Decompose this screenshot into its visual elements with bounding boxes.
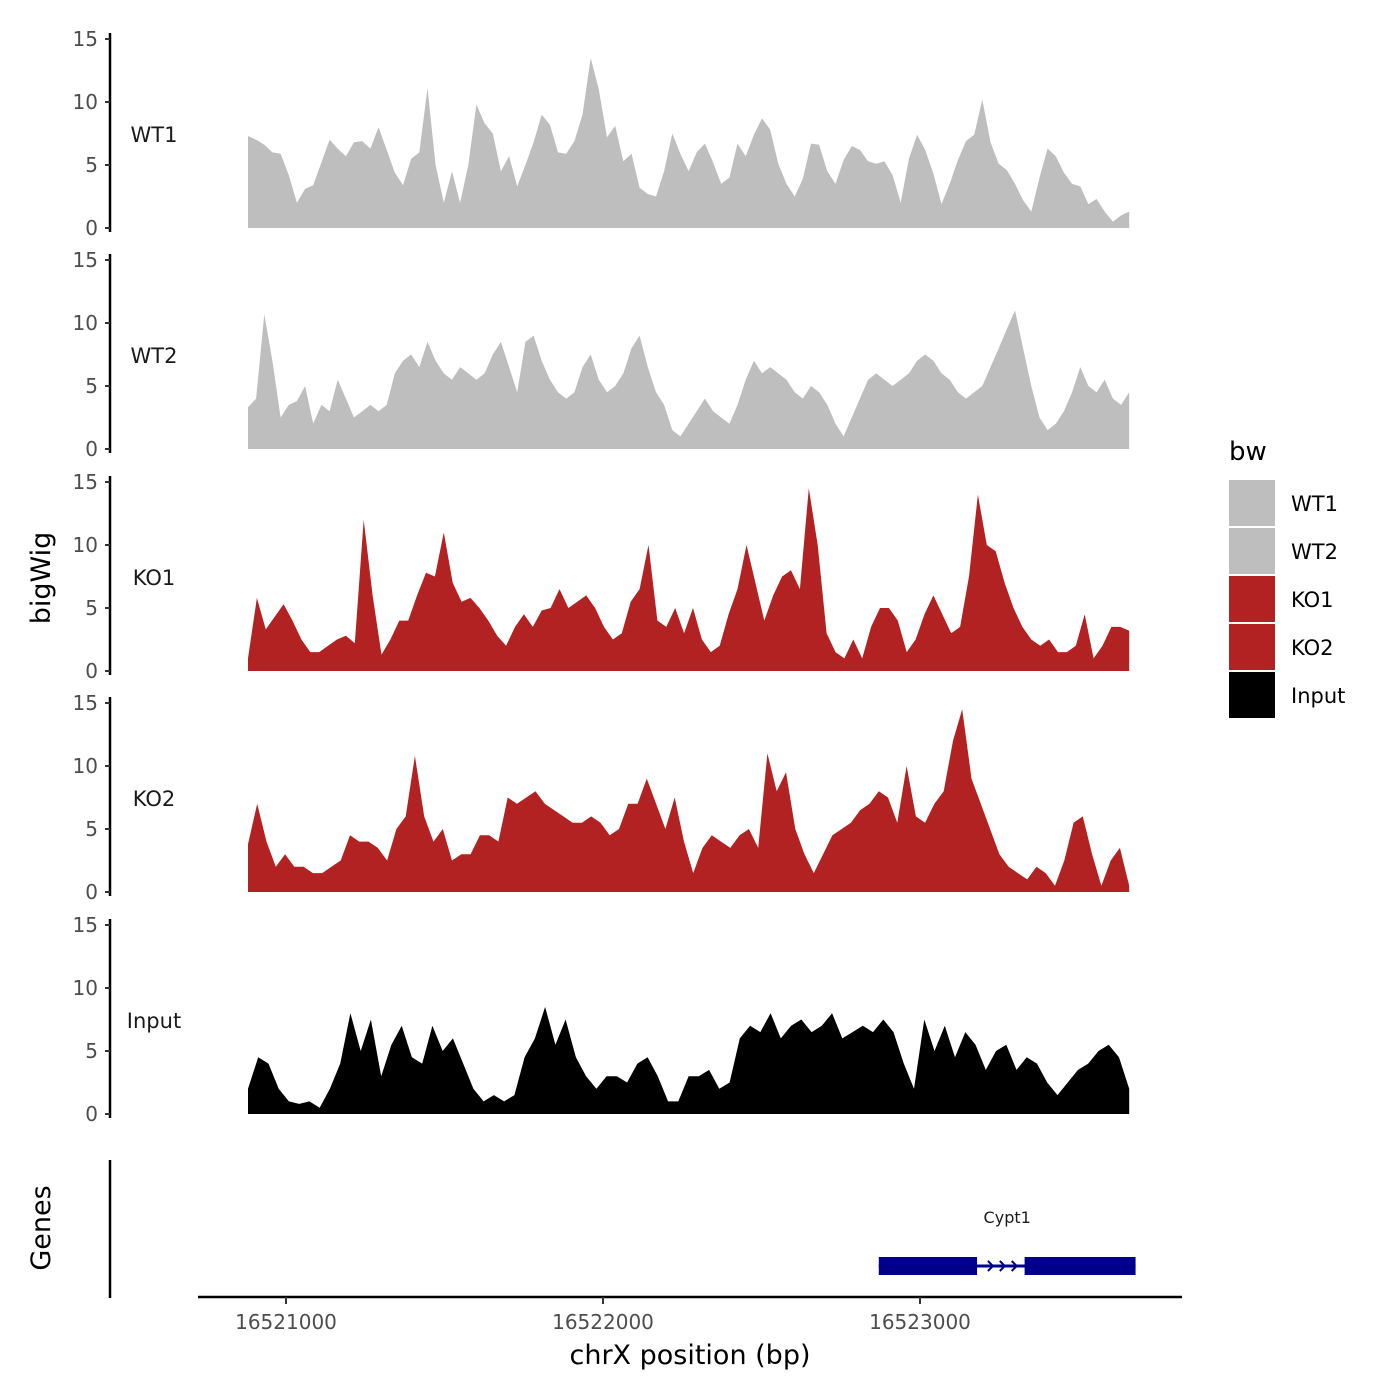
legend: bw WT1 WT2 KO1 KO2 Input xyxy=(1229,437,1345,718)
y-tick-label: 10 xyxy=(73,311,98,335)
y-axis-title: bigWig xyxy=(26,532,57,625)
y-tick-label: 5 xyxy=(85,596,98,620)
y-tick-label: 15 xyxy=(73,27,98,51)
track-label: WT2 xyxy=(131,344,178,368)
x-axis: 16521000 16522000 16523000 xyxy=(198,1295,1182,1334)
legend-key-wt2 xyxy=(1229,528,1275,574)
signal-area-ko2 xyxy=(248,709,1130,892)
signal-area-input xyxy=(248,1006,1130,1114)
strand-arrow xyxy=(1011,1260,1019,1272)
legend-label-ko1: KO1 xyxy=(1291,588,1334,612)
x-axis-title: chrX position (bp) xyxy=(569,1340,810,1371)
track-ko2: 0 5 10 15 KO2 xyxy=(73,691,1130,904)
y-tick-label: 0 xyxy=(85,216,98,240)
gene-panel: Cypt1 xyxy=(108,1160,1136,1298)
y-tick-label: 0 xyxy=(85,880,98,904)
legend-label-ko2: KO2 xyxy=(1291,636,1334,660)
x-tick-label: 16523000 xyxy=(869,1310,971,1334)
track-wt1: 0 5 10 15 WT1 xyxy=(73,27,1130,240)
y-tick-label: 5 xyxy=(85,817,98,841)
genes-panel-title: Genes xyxy=(26,1185,57,1270)
y-tick-label: 15 xyxy=(73,470,98,494)
track-input: 0 5 10 15 Input xyxy=(73,913,1130,1126)
y-tick-label: 0 xyxy=(85,659,98,683)
track-ko1: 0 5 10 15 KO1 xyxy=(73,470,1130,683)
track-wt2: 0 5 10 15 WT2 xyxy=(73,248,1130,461)
y-tick-label: 15 xyxy=(73,691,98,715)
signal-area-wt1 xyxy=(248,57,1130,229)
gene-exon-1 xyxy=(878,1257,978,1275)
y-tick-label: 0 xyxy=(85,1102,98,1126)
y-tick-label: 0 xyxy=(85,437,98,461)
gene-exon-2 xyxy=(1024,1257,1136,1275)
legend-label-wt1: WT1 xyxy=(1291,492,1338,516)
legend-key-input xyxy=(1229,672,1275,718)
legend-label-wt2: WT2 xyxy=(1291,540,1338,564)
y-tick-label: 10 xyxy=(73,90,98,114)
y-tick-label: 5 xyxy=(85,374,98,398)
x-tick-label: 16522000 xyxy=(552,1310,654,1334)
signal-area-wt2 xyxy=(248,310,1130,449)
track-label: KO1 xyxy=(133,566,176,590)
signal-tracks: 0 5 10 15 WT1 0 5 10 15 WT2 0 5 10 15 KO1 0 5 10 15 KO2 0 5 10… xyxy=(73,27,1130,1126)
signal-area-ko1 xyxy=(248,488,1130,671)
y-tick-label: 15 xyxy=(73,248,98,272)
y-tick-label: 10 xyxy=(73,754,98,778)
y-tick-label: 5 xyxy=(85,153,98,177)
track-label: WT1 xyxy=(131,123,178,147)
strand-arrow xyxy=(999,1260,1007,1272)
legend-key-ko2 xyxy=(1229,624,1275,670)
strand-arrow xyxy=(987,1260,995,1272)
y-tick-label: 15 xyxy=(73,913,98,937)
y-tick-label: 10 xyxy=(73,533,98,557)
y-tick-label: 5 xyxy=(85,1039,98,1063)
track-label: KO2 xyxy=(133,787,176,811)
gene-label: Cypt1 xyxy=(984,1208,1031,1227)
x-tick-label: 16521000 xyxy=(235,1310,337,1334)
legend-label-input: Input xyxy=(1291,684,1345,708)
legend-key-wt1 xyxy=(1229,480,1275,526)
track-label: Input xyxy=(127,1009,181,1033)
y-tick-label: 10 xyxy=(73,976,98,1000)
legend-title: bw xyxy=(1229,437,1267,467)
legend-key-ko1 xyxy=(1229,576,1275,622)
